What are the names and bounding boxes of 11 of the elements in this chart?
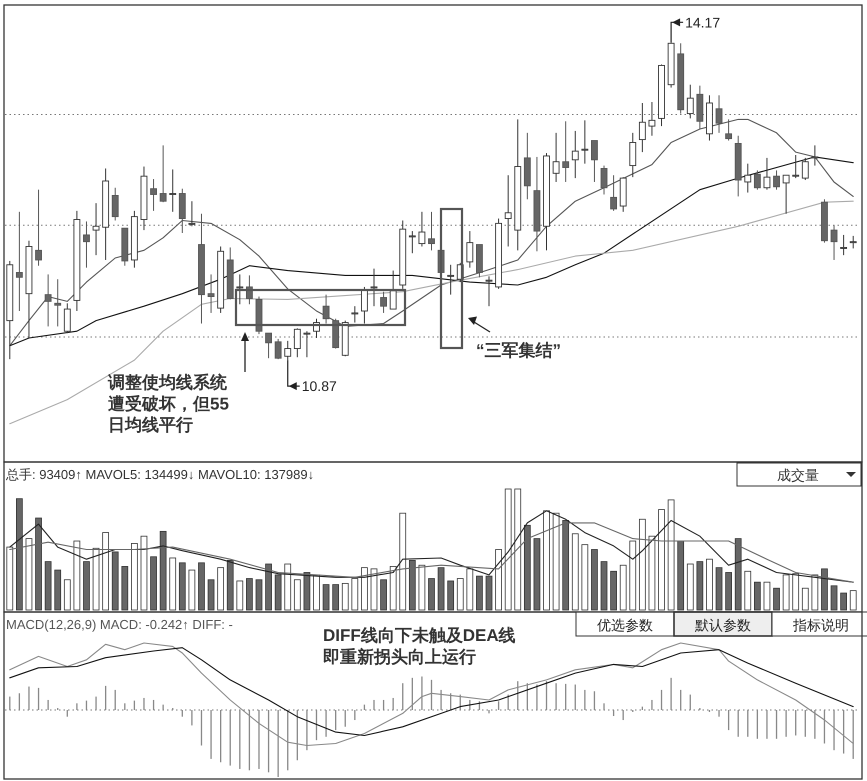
annotation: DIFF线向下未触及DEA线即重新拐头向上运行 (323, 626, 516, 666)
text: 总手: 93409↑ MAVOL5: 134499↓ MAVOL10: 137989↓ (5, 467, 314, 482)
text: 14.17 (685, 14, 720, 30)
text: 10.87 (302, 378, 337, 394)
tab: 默认参数 (673, 611, 773, 637)
dropdown: 成交量 (736, 462, 862, 486)
text: MACD(12,26,9) MACD: -0.242↑ DIFF: - (6, 617, 233, 632)
text: 调整使均线系统遭受破坏，但55日均线平行 (107, 373, 229, 434)
tab: 优选参数 (576, 612, 674, 636)
annotation: “三军集结” (476, 341, 561, 360)
tab: 指标说明 (772, 612, 867, 636)
